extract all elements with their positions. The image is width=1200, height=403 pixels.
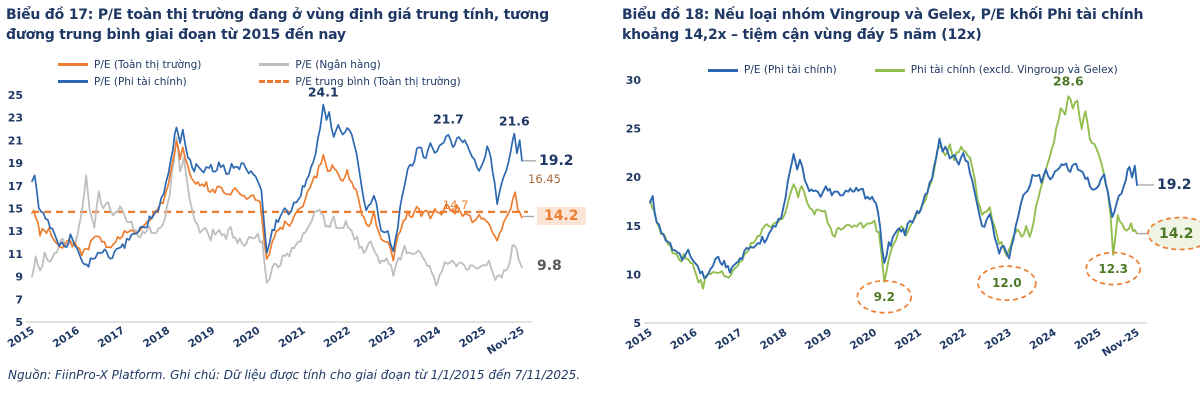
- svg-text:2021: 2021: [277, 324, 308, 350]
- svg-text:2016: 2016: [51, 324, 82, 350]
- chart-17-title: Biểu đồ 17: P/E toàn thị trường đang ở v…: [6, 7, 549, 44]
- annotation-14.7: 14.7: [442, 197, 469, 212]
- svg-text:2015: 2015: [624, 326, 655, 352]
- highlight-ellipse: [856, 279, 913, 314]
- annotation-9.2: 9.2: [873, 289, 895, 304]
- annotation-12.0: 12.0: [992, 276, 1022, 291]
- chart-18-legend: P/E (Phi tài chính) Phi tài chính (excld.…: [708, 64, 1118, 76]
- legend-item-pe-trung-binh: P/E trung bình (Toàn thị trường): [259, 73, 461, 90]
- svg-text:2018: 2018: [141, 324, 172, 350]
- svg-text:2024: 2024: [412, 324, 443, 350]
- x-axis-labels: 2015 2016 2017 2018 2019 2020 2021 2022 2023 2024…: [624, 326, 1142, 359]
- svg-text:10: 10: [626, 268, 642, 281]
- svg-text:2016: 2016: [668, 326, 699, 352]
- svg-text:2019: 2019: [186, 324, 217, 350]
- svg-text:21: 21: [8, 134, 23, 147]
- svg-text:19: 19: [8, 157, 23, 170]
- annotation-9.8: 9.8: [537, 258, 562, 275]
- svg-text:2024: 2024: [1028, 326, 1059, 352]
- svg-text:13: 13: [8, 225, 23, 238]
- chart-18-panel: Biểu đồ 18: Nếu loại nhóm Vingroup và Ge…: [600, 0, 1200, 403]
- legend-swatch-pe-phi-tai-chinh: [58, 80, 88, 83]
- legend-label: P/E (Phi tài chính): [94, 75, 187, 88]
- svg-text:25: 25: [8, 89, 23, 102]
- svg-text:2022: 2022: [938, 326, 969, 352]
- svg-text:2022: 2022: [322, 324, 353, 350]
- annotation-28.6: 28.6: [1052, 73, 1084, 89]
- highlight-ellipse: [1147, 216, 1200, 251]
- svg-text:2017: 2017: [713, 326, 744, 352]
- legend-item-pe-phi-tai-chinh: P/E (Phi tài chính): [708, 64, 837, 76]
- series-phi-tai-chinh-excl: [649, 95, 1138, 290]
- legend-label: P/E (Toàn thị trường): [94, 58, 202, 71]
- legend-item-pe-phi-tai-chinh: P/E (Phi tài chính): [58, 73, 201, 90]
- svg-text:25: 25: [626, 123, 641, 136]
- svg-text:9: 9: [15, 271, 23, 284]
- svg-text:2025: 2025: [457, 324, 488, 350]
- svg-text:15: 15: [626, 220, 641, 233]
- svg-text:Nov-25: Nov-25: [485, 324, 527, 357]
- annotation-21.6: 21.6: [498, 113, 530, 129]
- legend-swatch-pe-phi-tai-chinh: [708, 68, 738, 72]
- chart-17-legend: P/E (Toàn thị trường) P/E (Phi tài chính)…: [58, 56, 461, 90]
- annotation-12.3: 12.3: [1098, 261, 1129, 276]
- y-axis-labels: 5 7 9 11 13 15 17 19 21 23 25: [8, 89, 23, 329]
- legend-label: P/E (Ngân hàng): [295, 58, 381, 71]
- series-pe-phi-tai-chinh: [31, 103, 523, 268]
- legend-swatch-pe-ngan-hang: [259, 63, 290, 66]
- series-pe-toan-thi-truong: [31, 140, 523, 262]
- annotation-24.1: 24.1: [307, 84, 339, 100]
- svg-text:Nov-25: Nov-25: [1100, 326, 1142, 359]
- legend-item-pe-toan-thi-truong: P/E (Toàn thị trường): [58, 56, 201, 73]
- svg-text:11: 11: [8, 248, 23, 261]
- svg-text:2020: 2020: [848, 326, 879, 352]
- svg-text:15: 15: [8, 203, 23, 216]
- x-axis-labels: 2015 2016 2017 2018 2019 2020 2021 2022 2023 2024…: [6, 324, 527, 357]
- annotation-14.2: 14.2: [537, 207, 586, 226]
- y-axis-labels: 5 10 15 20 25 30: [626, 76, 642, 330]
- highlight-ellipse: [976, 265, 1037, 301]
- legend-label: Phi tài chính (excld. Vingroup và Gelex): [910, 64, 1118, 76]
- svg-text:7: 7: [15, 293, 23, 306]
- legend-item-phi-tai-chinh-excl: Phi tài chính (excld. Vingroup và Gelex): [874, 64, 1118, 76]
- svg-text:2023: 2023: [983, 326, 1014, 352]
- source-note: Nguồn: FiinPro-X Platform. Ghi chú: Dữ l…: [8, 368, 581, 382]
- legend-swatch-pe-toan-thi-truong: [58, 63, 88, 66]
- svg-text:5: 5: [633, 317, 641, 330]
- chart-17-panel: Biểu đồ 17: P/E toàn thị trường đang ở v…: [0, 0, 586, 403]
- svg-text:17: 17: [8, 180, 23, 193]
- annotation-16.45: 16.45: [528, 171, 561, 186]
- annotation-19.2: 19.2: [1157, 176, 1192, 193]
- series-pe-phi-tai-chinh: [649, 137, 1138, 280]
- legend-swatch-phi-tai-chinh-excl: [874, 68, 905, 72]
- svg-text:23: 23: [8, 112, 23, 125]
- svg-text:2021: 2021: [893, 326, 924, 352]
- chart-18-title: Biểu đồ 18: Nếu loại nhóm Vingroup và Ge…: [622, 7, 1144, 44]
- svg-text:5: 5: [15, 316, 23, 329]
- highlight-ellipse: [1085, 251, 1142, 286]
- annotation-14.2: 14.2: [1159, 225, 1194, 242]
- annotation-21.7: 21.7: [432, 111, 464, 127]
- svg-text:2025: 2025: [1072, 326, 1103, 352]
- svg-text:2017: 2017: [96, 324, 127, 350]
- legend-swatch-pe-trung-binh: [259, 80, 290, 83]
- annotation-19.2: 19.2: [539, 152, 574, 169]
- legend-item-pe-ngan-hang: P/E (Ngân hàng): [259, 56, 460, 73]
- svg-text:2020: 2020: [231, 324, 262, 350]
- legend-label: P/E (Phi tài chính): [744, 64, 837, 76]
- svg-text:20: 20: [626, 171, 642, 184]
- series-pe-ngan-hang: [31, 136, 523, 287]
- legend-label: P/E trung bình (Toàn thị trường): [295, 75, 461, 88]
- svg-text:30: 30: [626, 76, 642, 87]
- svg-text:2018: 2018: [758, 326, 789, 352]
- svg-text:2019: 2019: [803, 326, 834, 352]
- svg-text:2023: 2023: [367, 324, 398, 350]
